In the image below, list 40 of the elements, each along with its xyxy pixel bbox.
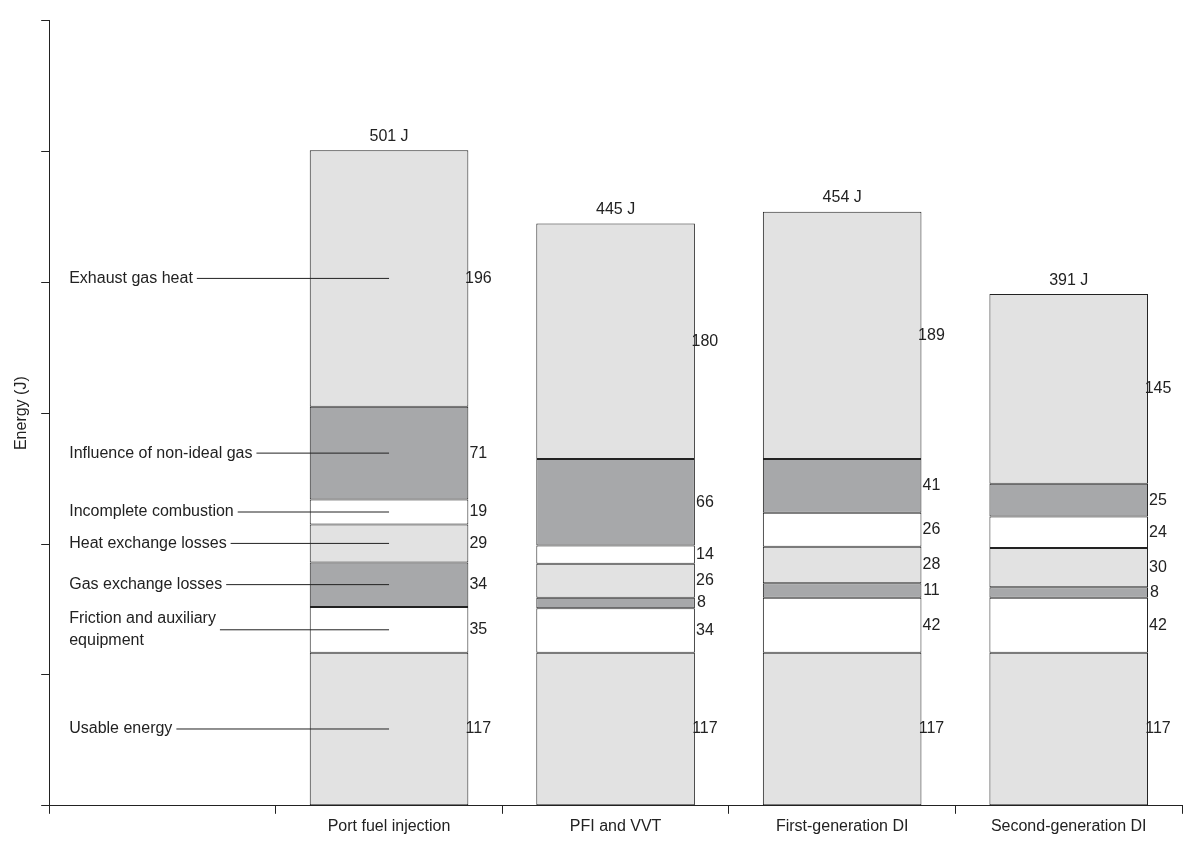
data-label: 30 [1149,558,1168,576]
data-label: 189 [918,325,945,343]
total-label: 445 J [596,199,636,217]
total-label: 391 J [1049,270,1089,288]
x-tick-label: First-generation DI [775,816,909,834]
x-tick-label: PFI and VVT [569,816,662,834]
text: Friction and auxiliary equipment [69,609,216,649]
data-label: 71 [469,443,488,461]
text: Gas exchange losses [69,575,223,593]
x-tick-label: Second-generation DI [990,816,1147,834]
data-label: 26 [922,520,941,538]
data-label: 42 [1149,615,1168,633]
data-label: 26 [696,571,714,589]
text: Incomplete combustion [69,502,234,520]
data-label: 117 [918,719,945,737]
data-label: 35 [469,620,488,638]
data-label: 117 [465,719,492,737]
text: Exhaust gas heat [69,268,194,286]
data-label: 34 [696,620,714,638]
data-label: 8 [1150,582,1160,600]
data-label: 14 [696,544,714,562]
data-label: 11 [923,580,940,598]
total-label: 454 J [822,188,862,206]
data-label: 41 [922,476,941,494]
data-label: 24 [1149,522,1168,540]
data-label: 42 [922,615,941,633]
data-label: 28 [922,555,941,573]
text: Heat exchange losses [69,533,227,551]
data-label: 66 [696,492,714,510]
x-tick-label: Port fuel injection [327,816,451,834]
data-label: 196 [464,268,492,286]
total-label: 501 J [369,126,409,144]
data-label: 29 [469,533,488,551]
data-label: 19 [469,502,488,520]
text: Usable energy [69,719,173,737]
data-label: 8 [696,593,706,611]
y-axis-title: Energy (J) [12,376,30,451]
text: Influence of non-ideal gas [69,443,253,461]
data-label: 34 [469,575,488,593]
data-label: 25 [1149,490,1168,508]
